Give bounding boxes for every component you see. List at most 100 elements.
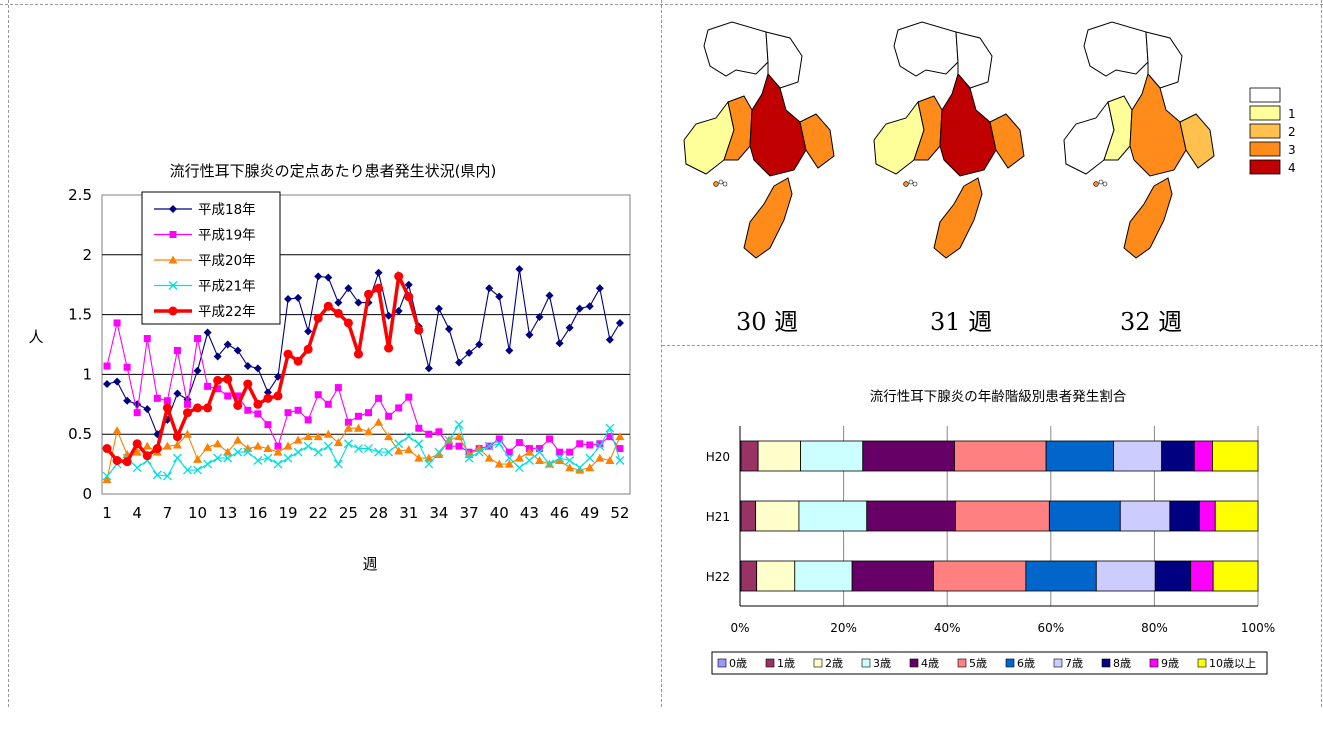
x-tick-label: 28 <box>369 504 388 522</box>
legend-item: 平成20年 <box>154 253 256 269</box>
data-point <box>434 304 443 313</box>
small-island <box>1098 179 1104 185</box>
legend-label: 平成21年 <box>198 279 256 295</box>
data-point <box>223 340 232 349</box>
category-label: H22 <box>706 570 730 584</box>
bar-segment <box>955 500 1050 532</box>
data-point <box>213 453 223 463</box>
data-point <box>313 447 323 457</box>
region-southeast <box>1179 113 1215 169</box>
data-point <box>193 366 202 375</box>
data-point <box>605 423 615 433</box>
data-point <box>182 429 192 438</box>
map-legend-item: 4 <box>1249 159 1296 175</box>
map-2 <box>1063 21 1215 259</box>
region-center <box>1129 72 1187 177</box>
top-border <box>0 4 1323 5</box>
data-point <box>103 379 112 388</box>
data-point <box>555 456 565 465</box>
data-point <box>254 410 262 418</box>
bar-segment <box>1045 440 1114 472</box>
bar-segment <box>1048 500 1121 532</box>
data-point <box>535 445 543 453</box>
series-line <box>106 423 621 477</box>
data-point <box>424 364 433 373</box>
data-point <box>273 391 283 401</box>
region-central-west <box>1103 95 1133 161</box>
data-point <box>575 465 585 474</box>
region-west <box>683 100 735 175</box>
data-point <box>334 384 342 392</box>
data-point <box>343 423 353 432</box>
data-point <box>102 444 112 454</box>
x-tick-label: 7 <box>163 504 173 522</box>
x-tick-label: 13 <box>218 504 237 522</box>
data-point <box>213 439 223 448</box>
region-northeast <box>1145 31 1183 89</box>
data-point <box>576 440 584 448</box>
data-point <box>112 456 122 466</box>
small-island <box>718 179 724 185</box>
data-point <box>524 456 534 465</box>
data-point <box>153 394 161 402</box>
data-point <box>303 432 313 441</box>
x-tick-label: 22 <box>309 504 328 522</box>
panel-divider-horizontal <box>662 345 1323 346</box>
data-point <box>283 441 293 450</box>
data-point <box>113 377 122 386</box>
data-point <box>484 453 494 462</box>
data-point <box>294 406 302 414</box>
data-point <box>303 441 313 451</box>
data-point <box>123 396 132 405</box>
data-point <box>293 435 303 444</box>
data-point <box>364 289 374 299</box>
data-point <box>384 343 394 353</box>
data-point <box>162 471 172 481</box>
data-point <box>343 318 353 328</box>
map-legend-swatch <box>1249 141 1281 157</box>
data-point <box>405 393 413 401</box>
map-legend-swatch <box>1249 159 1281 175</box>
region-northeast <box>955 31 993 89</box>
region-island <box>743 177 793 259</box>
data-point <box>545 459 555 469</box>
data-point <box>323 441 333 451</box>
data-point <box>534 456 544 465</box>
data-point <box>142 451 152 461</box>
x-tick-label: 19 <box>279 504 298 522</box>
x-tick-label: 80% <box>1141 621 1168 635</box>
x-tick-label: 31 <box>399 504 418 522</box>
data-point <box>384 432 394 441</box>
region-southeast <box>799 113 835 169</box>
data-point <box>183 400 191 408</box>
series-line <box>106 322 621 453</box>
week-label-30: 30 週 <box>736 308 799 336</box>
data-point <box>168 255 178 264</box>
data-point <box>224 392 232 400</box>
data-point <box>203 328 212 337</box>
data-point <box>243 447 253 457</box>
data-point <box>203 459 213 469</box>
y-tick-label: 2 <box>82 246 92 264</box>
data-point <box>143 405 152 414</box>
bar-segment <box>800 440 864 472</box>
x-tick-label: 0% <box>730 621 749 635</box>
bar-segment <box>851 560 934 592</box>
bar-legend-label: 10歳以上 <box>1209 657 1256 670</box>
bar-legend-label: 7歳 <box>1065 657 1083 670</box>
data-point <box>142 441 152 450</box>
region-west <box>873 100 925 175</box>
data-point <box>193 454 203 463</box>
data-point <box>475 340 484 349</box>
x-tick-label: 46 <box>550 504 569 522</box>
legend-label: 平成22年 <box>198 304 256 320</box>
right-border <box>1321 0 1322 707</box>
data-point <box>214 385 222 393</box>
bar-segment <box>1193 440 1213 472</box>
data-point <box>374 447 384 457</box>
bar-segment <box>1214 500 1259 532</box>
data-point <box>404 292 414 302</box>
data-point <box>304 416 312 424</box>
data-point <box>274 372 282 381</box>
data-point <box>233 346 242 355</box>
